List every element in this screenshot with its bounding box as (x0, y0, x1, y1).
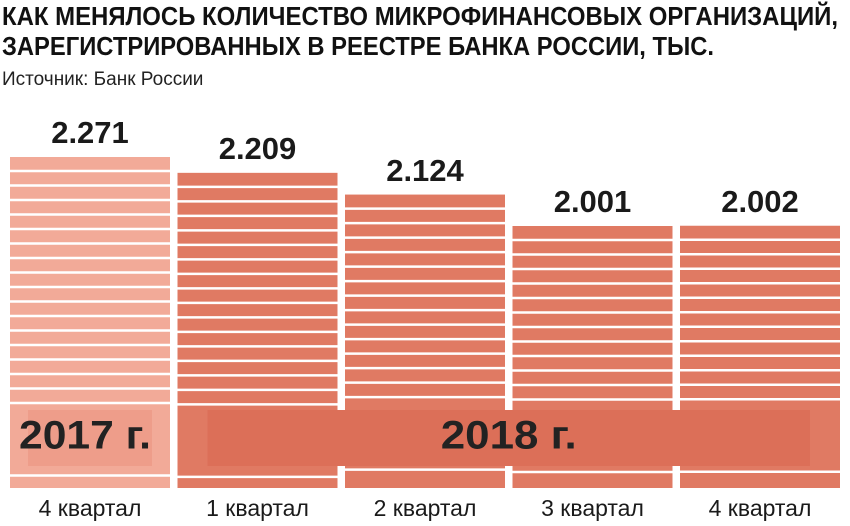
x-tick-label: 4 квартал (709, 495, 812, 521)
chart-title: КАК МЕНЯЛОСЬ КОЛИЧЕСТВО МИКРОФИНАНСОВЫХ … (2, 1, 838, 31)
value-label: 2.209 (219, 131, 297, 166)
x-tick-label: 1 квартал (206, 495, 309, 521)
chart-title: ЗАРЕГИСТРИРОВАННЫХ В РЕЕСТРЕ БАНКА РОССИ… (2, 31, 714, 61)
chart-subtitle: Источник: Банк России (2, 69, 203, 90)
x-tick-label: 3 квартал (541, 495, 644, 521)
value-label: 2.002 (721, 184, 799, 219)
year-band (207, 410, 810, 466)
value-label: 2.271 (51, 115, 129, 150)
x-tick-label: 2 квартал (374, 495, 477, 521)
group-label: 2018 г. (441, 414, 577, 458)
value-label: 2.001 (554, 184, 632, 219)
year-band (28, 410, 152, 466)
group-label: 2017 г. (19, 414, 151, 458)
x-tick-label: 4 квартал (39, 495, 142, 521)
value-label: 2.124 (386, 153, 464, 188)
